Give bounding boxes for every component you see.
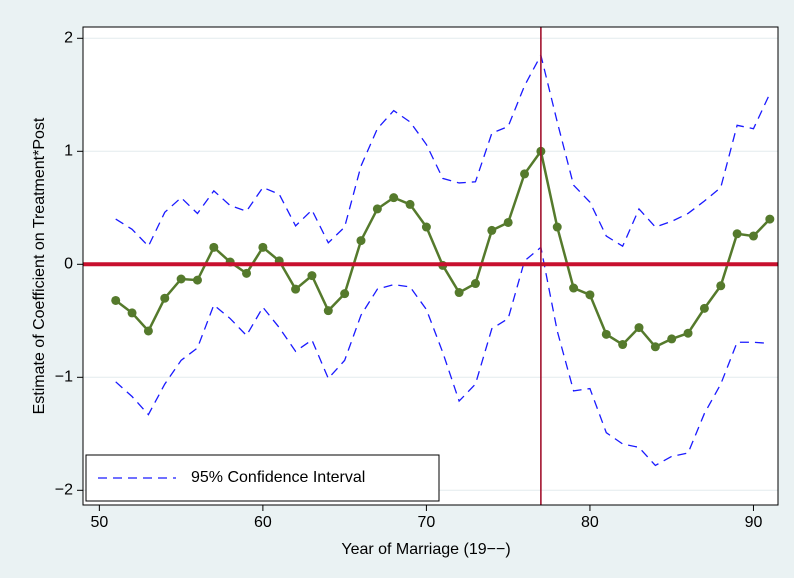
x-tick-label: 70 [418, 514, 436, 531]
data-point [716, 281, 726, 291]
data-point [520, 169, 530, 179]
data-point [683, 328, 693, 338]
data-point [176, 274, 186, 284]
data-point [421, 222, 431, 232]
data-point [634, 323, 644, 333]
data-point [552, 222, 562, 232]
data-point [585, 290, 595, 300]
x-tick-label: 80 [581, 514, 599, 531]
data-point [307, 271, 317, 281]
x-axis-label: Year of Marriage (19−−) [341, 541, 510, 558]
data-point [209, 242, 219, 252]
data-point [192, 275, 202, 285]
data-point [732, 229, 742, 239]
y-tick-label: 2 [64, 30, 73, 47]
x-tick-label: 90 [745, 514, 763, 531]
data-point [291, 284, 301, 294]
data-point [323, 306, 333, 316]
data-point [667, 334, 677, 344]
data-point [127, 308, 137, 318]
data-point [405, 199, 415, 209]
y-tick-label: −1 [55, 369, 73, 386]
data-point [242, 268, 252, 278]
data-point [340, 289, 350, 299]
data-point [748, 231, 758, 241]
x-tick-label: 60 [254, 514, 272, 531]
data-point [569, 283, 579, 293]
data-point [470, 279, 480, 289]
data-point [503, 217, 513, 227]
data-point [389, 193, 399, 203]
y-tick-label: −2 [55, 482, 73, 499]
data-point [454, 288, 464, 298]
plot-frame [82, 26, 779, 506]
series-line [115, 53, 771, 248]
data-point [160, 293, 170, 303]
legend-label: 95% Confidence Interval [191, 469, 365, 486]
y-tick-label: 0 [64, 256, 73, 273]
data-point [372, 204, 382, 214]
data-point [618, 340, 628, 350]
data-point [143, 326, 153, 336]
data-point [765, 214, 775, 224]
data-point [601, 329, 611, 339]
x-tick-label: 50 [90, 514, 108, 531]
data-point [650, 342, 660, 352]
data-point [258, 242, 268, 252]
data-point [487, 225, 497, 235]
data-point [111, 295, 121, 305]
y-axis-label: Estimate of Coefficient on Treatment*Pos… [31, 117, 48, 414]
data-point [699, 303, 709, 313]
y-tick-label: 1 [64, 143, 73, 160]
data-point [356, 236, 366, 246]
